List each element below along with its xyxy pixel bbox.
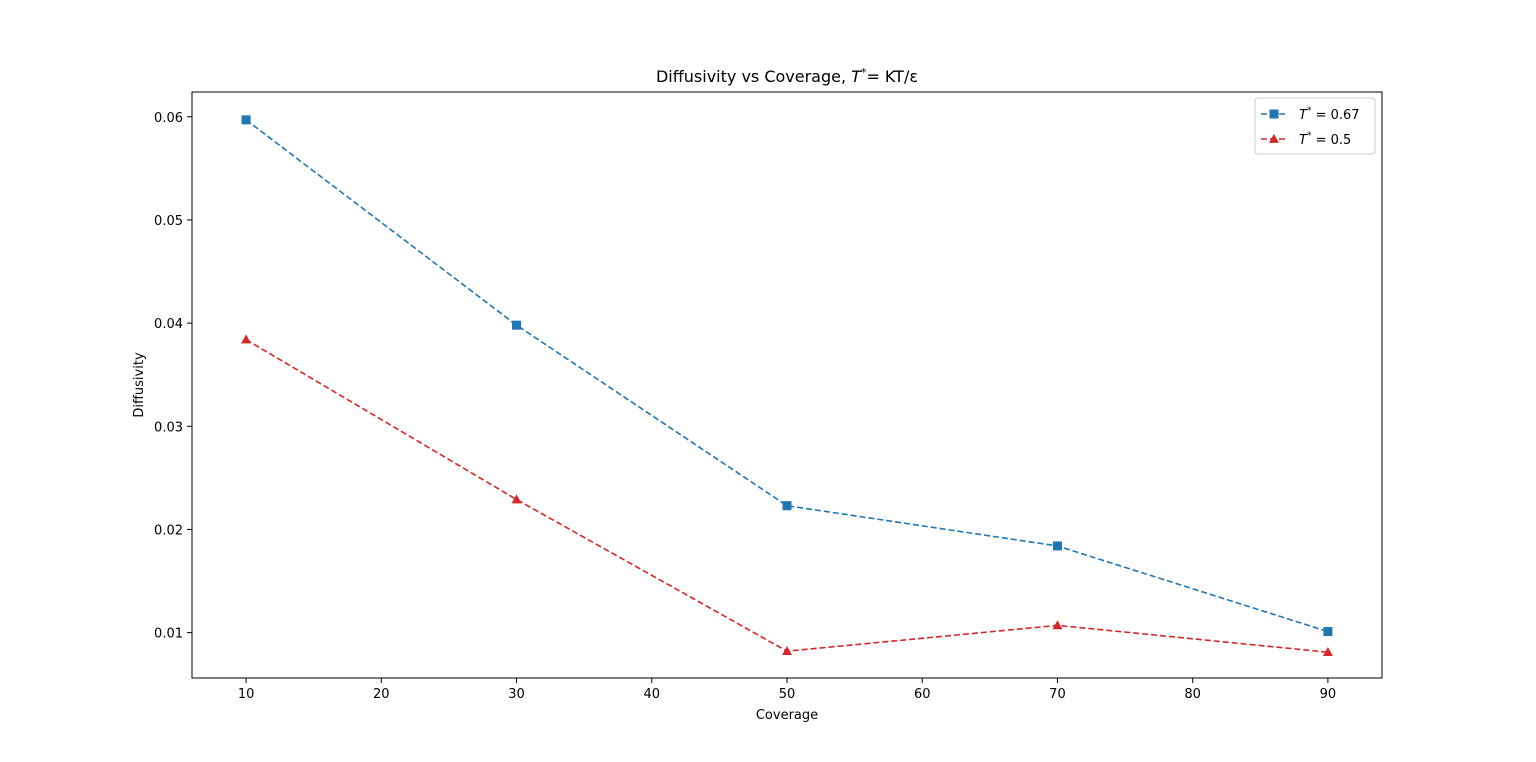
series-t067-point: [512, 320, 522, 330]
series-t05-point: [782, 646, 792, 656]
x-axis-ticks: 10 20 30 40 50 60 70 80 90: [238, 678, 1336, 702]
legend-t05-marker: [1269, 133, 1279, 143]
series-t05-point: [241, 334, 252, 344]
y-axis-ticks: 0.01 0.02 0.03 0.04 0.05 0.06: [154, 111, 192, 642]
series-t067-point: [1323, 627, 1333, 637]
y-tick-label: 0.06: [154, 111, 183, 126]
legend-box: [1254, 97, 1376, 155]
legend-entries: T* = 0.67 T* = 0.5: [1261, 106, 1360, 148]
chart-title-sup: *: [861, 66, 867, 79]
x-tick-label: 60: [914, 687, 931, 702]
x-tick-label: 40: [643, 687, 660, 702]
legend-t067-label: T* = 0.67: [1299, 106, 1360, 123]
legend-t05-label: T* = 0.5: [1299, 131, 1351, 148]
chart-title-suffix: = KT/ε: [866, 67, 918, 86]
x-tick-label: 30: [508, 687, 525, 702]
series-t05-point: [1052, 620, 1063, 630]
x-axis-label: Coverage: [756, 708, 818, 723]
legend-t067-marker: [1269, 109, 1279, 119]
chart-title: Diffusivity vs Coverage, T*= KT/ε: [656, 66, 918, 86]
x-tick-label: 70: [1049, 687, 1066, 702]
series-t067-line: [245, 119, 1329, 633]
y-axis-label: Diffusivity: [132, 352, 147, 418]
x-tick-label: 80: [1184, 687, 1201, 702]
chart-title-prefix: Diffusivity vs Coverage,: [656, 67, 851, 86]
series-t05-point: [511, 494, 522, 504]
y-tick-label: 0.02: [154, 523, 183, 538]
y-tick-label: 0.05: [154, 214, 183, 229]
chart-title-symbol: T: [851, 67, 862, 86]
x-tick-label: 10: [238, 687, 255, 702]
series-layer: [241, 115, 1333, 657]
legend: T* = 0.67 T* = 0.5: [1254, 97, 1376, 155]
x-tick-label: 50: [779, 687, 796, 702]
series-t067-point: [241, 115, 251, 125]
y-tick-label: 0.04: [154, 317, 183, 332]
x-tick-label: 20: [373, 687, 390, 702]
y-tick-label: 0.03: [154, 420, 183, 435]
series-t067-point: [782, 501, 792, 511]
series-t067-point: [1052, 541, 1062, 551]
series-t05-point: [1322, 647, 1333, 657]
x-tick-label: 90: [1320, 687, 1337, 702]
y-tick-label: 0.01: [154, 627, 183, 642]
